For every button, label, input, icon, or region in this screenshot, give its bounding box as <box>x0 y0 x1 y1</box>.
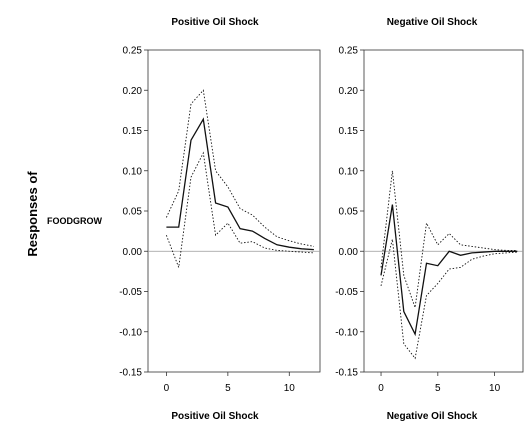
confidence-band-line <box>380 239 518 360</box>
row-label: FOODGROW <box>47 216 102 226</box>
confidence-band-line <box>380 170 518 308</box>
x-tick-label: 10 <box>489 383 501 394</box>
y-tick-label: -0.10 <box>335 327 358 338</box>
plot-frame <box>147 49 321 373</box>
panel-title: Positive Oil Shock <box>171 17 259 28</box>
confidence-band-line <box>165 151 314 268</box>
panel-positive-oil-shock: Positive Oil Shock Positive Oil Shock -0… <box>119 17 321 421</box>
y-tick-label: -0.10 <box>119 327 142 338</box>
x-tick-label: 0 <box>378 383 384 394</box>
y-tick-label: 0.05 <box>339 207 359 218</box>
x-tick-label: 5 <box>435 383 441 394</box>
y-tick-label: -0.15 <box>119 368 142 379</box>
x-axis-label: Positive Oil Shock <box>171 411 259 421</box>
y-tick-label: 0.20 <box>339 86 359 97</box>
y-tick-label: 0.10 <box>123 166 143 177</box>
x-tick-label: 5 <box>225 383 231 394</box>
y-axis-label: Responses of <box>25 171 40 257</box>
y-tick-label: 0.00 <box>339 247 359 258</box>
y-tick-label: 0.20 <box>123 86 143 97</box>
x-axis-label: Negative Oil Shock <box>387 411 478 421</box>
confidence-band-line <box>165 89 314 247</box>
y-tick-label: -0.05 <box>119 287 142 298</box>
response-line <box>166 117 314 251</box>
y-tick-label: -0.15 <box>335 368 358 379</box>
response-line <box>380 204 518 337</box>
y-tick-label: 0.10 <box>339 166 359 177</box>
y-tick-label: 0.05 <box>123 207 143 218</box>
panel-title: Negative Oil Shock <box>387 17 478 28</box>
y-tick-label: -0.05 <box>335 287 358 298</box>
y-tick-label: 0.15 <box>123 126 143 137</box>
y-tick-label: 0.25 <box>339 46 359 57</box>
y-tick-label: 0.25 <box>123 46 143 57</box>
x-tick-label: 10 <box>284 383 296 394</box>
panel-negative-oil-shock: Negative Oil Shock Negative Oil Shock -0… <box>335 17 524 421</box>
y-tick-label: 0.00 <box>123 247 143 258</box>
y-tick-label: 0.15 <box>339 126 359 137</box>
x-tick-label: 0 <box>164 383 170 394</box>
